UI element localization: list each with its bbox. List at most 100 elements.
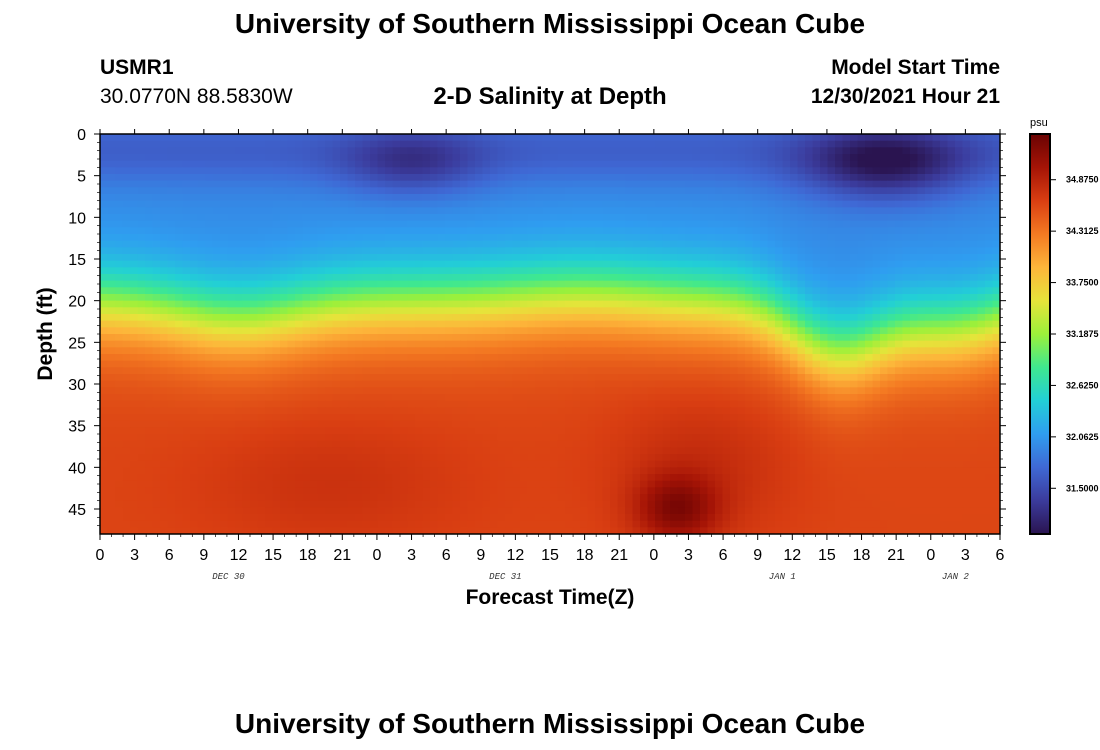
heatmap-cell: [767, 200, 776, 208]
heatmap-cell: [662, 254, 671, 262]
heatmap-cell: [145, 227, 154, 235]
heatmap-cell: [685, 307, 694, 315]
heatmap-cell: [235, 160, 244, 168]
heatmap-cell: [167, 254, 176, 262]
heatmap-cell: [550, 347, 559, 355]
heatmap-cell: [542, 234, 551, 242]
heatmap-cell: [250, 200, 259, 208]
heatmap-cell: [782, 280, 791, 288]
heatmap-cell: [137, 394, 146, 402]
heatmap-cell: [197, 380, 206, 388]
heatmap-cell: [580, 327, 589, 335]
heatmap-cell: [355, 220, 364, 228]
heatmap-cell: [925, 394, 934, 402]
heatmap-cell: [977, 180, 986, 188]
heatmap-cell: [130, 207, 139, 215]
heatmap-cell: [137, 307, 146, 315]
heatmap-cell: [887, 287, 896, 295]
heatmap-cell: [955, 287, 964, 295]
heatmap-cell: [107, 360, 116, 368]
heatmap-cell: [152, 407, 161, 415]
heatmap-cell: [797, 380, 806, 388]
heatmap-cell: [805, 400, 814, 408]
heatmap-cell: [692, 194, 701, 202]
heatmap-cell: [767, 334, 776, 342]
heatmap-cell: [415, 240, 424, 248]
heatmap-cell: [985, 147, 994, 155]
heatmap-cell: [797, 360, 806, 368]
heatmap-cell: [557, 320, 566, 328]
heatmap-cell: [895, 300, 904, 308]
heatmap-cell: [707, 200, 716, 208]
heatmap-cell: [775, 374, 784, 382]
heatmap-cell: [430, 174, 439, 182]
heatmap-cell: [827, 240, 836, 248]
heatmap-cell: [400, 207, 409, 215]
heatmap-cell: [415, 347, 424, 355]
heatmap-cell: [700, 227, 709, 235]
heatmap-cell: [827, 227, 836, 235]
heatmap-cell: [670, 354, 679, 362]
heatmap-cell: [670, 360, 679, 368]
heatmap-cell: [295, 180, 304, 188]
heatmap-field: [100, 134, 1000, 534]
heatmap-cell: [895, 380, 904, 388]
heatmap-cell: [647, 160, 656, 168]
heatmap-cell: [677, 187, 686, 195]
heatmap-cell: [542, 247, 551, 255]
heatmap-cell: [257, 407, 266, 415]
heatmap-cell: [235, 294, 244, 302]
heatmap-cell: [752, 394, 761, 402]
heatmap-cell: [917, 280, 926, 288]
heatmap-cell: [490, 147, 499, 155]
heatmap-cell: [715, 400, 724, 408]
heatmap-cell: [370, 280, 379, 288]
heatmap-cell: [205, 147, 214, 155]
heatmap-cell: [767, 187, 776, 195]
heatmap-cell: [827, 327, 836, 335]
heatmap-cell: [805, 234, 814, 242]
heatmap-cell: [677, 267, 686, 275]
heatmap-cell: [857, 187, 866, 195]
heatmap-cell: [460, 394, 469, 402]
heatmap-cell: [977, 327, 986, 335]
heatmap-cell: [797, 207, 806, 215]
heatmap-cell: [212, 347, 221, 355]
heatmap-cell: [715, 374, 724, 382]
heatmap-cell: [332, 254, 341, 262]
heatmap-cell: [722, 200, 731, 208]
heatmap-cell: [745, 380, 754, 388]
heatmap-cell: [857, 387, 866, 395]
heatmap-cell: [925, 280, 934, 288]
heatmap-cell: [797, 354, 806, 362]
heatmap-cell: [707, 207, 716, 215]
heatmap-cell: [467, 300, 476, 308]
heatmap-cell: [272, 300, 281, 308]
heatmap-cell: [797, 267, 806, 275]
heatmap-cell: [865, 294, 874, 302]
heatmap-cell: [707, 347, 716, 355]
heatmap-cell: [835, 274, 844, 282]
heatmap-cell: [355, 254, 364, 262]
heatmap-cell: [617, 367, 626, 375]
heatmap-cell: [347, 354, 356, 362]
heatmap-cell: [752, 240, 761, 248]
heatmap-cell: [610, 294, 619, 302]
heatmap-cell: [895, 280, 904, 288]
heatmap-cell: [827, 400, 836, 408]
heatmap-cell: [385, 247, 394, 255]
heatmap-cell: [475, 320, 484, 328]
heatmap-cell: [460, 327, 469, 335]
heatmap-cell: [347, 167, 356, 175]
heatmap-cell: [707, 387, 716, 395]
heatmap-cell: [212, 260, 221, 268]
heatmap-cell: [235, 360, 244, 368]
heatmap-cell: [475, 207, 484, 215]
heatmap-cell: [640, 320, 649, 328]
heatmap-cell: [527, 380, 536, 388]
heatmap-cell: [137, 354, 146, 362]
heatmap-cell: [632, 154, 641, 162]
heatmap-cell: [190, 254, 199, 262]
heatmap-cell: [100, 214, 109, 222]
heatmap-cell: [167, 207, 176, 215]
